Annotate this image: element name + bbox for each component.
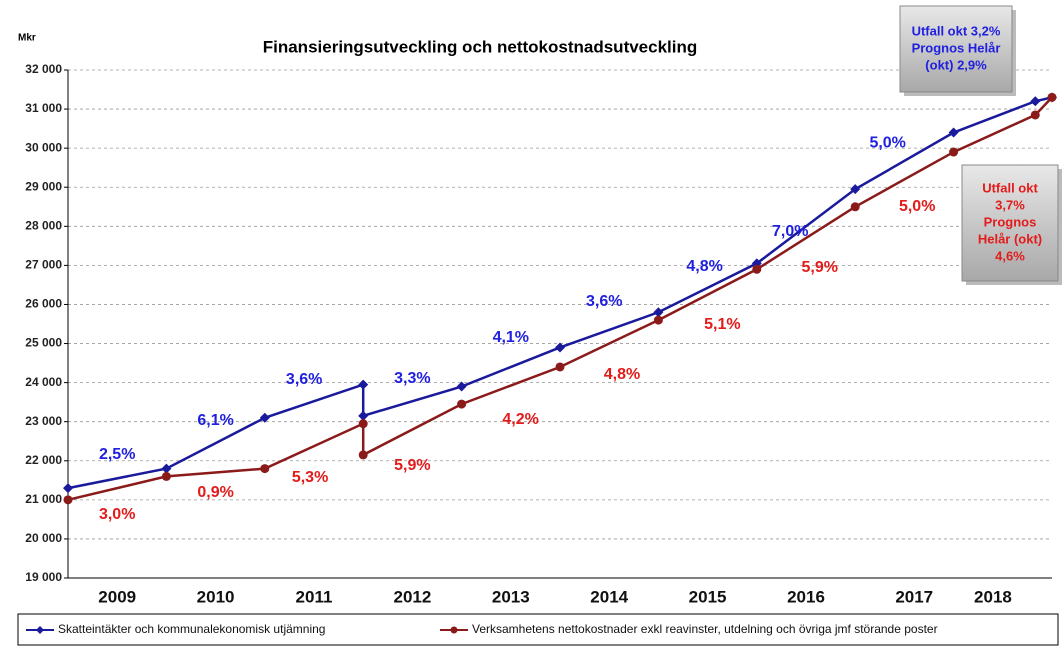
point: [850, 184, 861, 195]
callout-text: 3,7%: [995, 197, 1025, 212]
data-annotation: 3,6%: [586, 293, 622, 310]
y-tick-label: 26 000: [25, 297, 62, 311]
point: [1047, 92, 1057, 102]
y-tick-label: 30 000: [25, 140, 62, 154]
x-tick-label: 2012: [393, 587, 431, 606]
legend-label: Verksamhetens nettokostnader exkl reavin…: [472, 622, 938, 636]
y-tick-label: 27 000: [25, 258, 62, 272]
series-line: [67, 96, 1053, 502]
point: [358, 419, 368, 429]
point: [457, 399, 467, 409]
x-tick-label: 2013: [492, 587, 530, 606]
legend-frame: [17, 613, 1059, 646]
y-tick-label: 32 000: [25, 62, 62, 76]
point: [63, 483, 73, 494]
data-annotation: 3,3%: [394, 370, 430, 387]
point: [161, 471, 171, 481]
y-tick-label: 21 000: [25, 492, 62, 506]
y-axis-label: Mkr: [18, 33, 36, 44]
data-annotation: 4,8%: [686, 258, 722, 275]
point: [555, 362, 565, 372]
callout-text: Utfall okt 3,2%: [912, 23, 1001, 38]
data-annotation: 7,0%: [772, 223, 808, 240]
chart-title: Finansieringsutveckling och nettokostnad…: [263, 37, 698, 56]
x-tick-label: 2015: [689, 587, 727, 606]
data-annotation: 5,1%: [704, 316, 740, 333]
data-annotation: 6,1%: [197, 412, 233, 429]
data-annotation: 4,1%: [493, 329, 529, 346]
y-tick-label: 28 000: [25, 218, 62, 232]
y-tick-label: 19 000: [25, 570, 62, 584]
point: [850, 202, 860, 212]
data-annotation: 4,2%: [502, 411, 538, 428]
series-line: [67, 96, 1053, 490]
data-annotation: 0,9%: [197, 484, 233, 501]
y-tick-label: 22 000: [25, 453, 62, 467]
point: [555, 342, 565, 353]
point: [752, 264, 762, 274]
point: [358, 410, 369, 421]
data-annotation: 5,3%: [292, 469, 328, 486]
x-tick-label: 2016: [787, 587, 825, 606]
point: [358, 450, 368, 460]
x-tick-label: 2018: [974, 587, 1012, 606]
callout-text: 4,6%: [995, 248, 1025, 263]
data-annotation: 5,9%: [394, 457, 430, 474]
data-annotation: 5,0%: [869, 134, 905, 151]
callout-box: [961, 164, 1059, 282]
y-tick-label: 29 000: [25, 179, 62, 193]
callout-box: [899, 5, 1013, 93]
point: [260, 464, 270, 474]
y-tick-label: 20 000: [25, 531, 62, 545]
y-tick-label: 25 000: [25, 336, 62, 350]
point: [1030, 110, 1040, 120]
point: [456, 381, 467, 392]
point: [948, 127, 959, 138]
callout-text: Prognos: [984, 214, 1037, 229]
x-tick-label: 2009: [98, 587, 136, 606]
x-tick-label: 2014: [590, 587, 628, 606]
y-tick-label: 24 000: [25, 375, 62, 389]
data-annotation: 3,6%: [286, 371, 322, 388]
data-annotation: 3,0%: [99, 506, 135, 523]
callout-text: (okt) 2,9%: [925, 57, 987, 72]
data-annotation: 5,9%: [802, 259, 838, 276]
point: [63, 495, 73, 505]
data-annotation: 5,0%: [899, 198, 935, 215]
callout-text: Utfall okt: [982, 180, 1038, 195]
legend-marker: [36, 626, 44, 634]
point: [259, 412, 270, 423]
x-tick-label: 2010: [197, 587, 235, 606]
point: [1030, 96, 1041, 107]
legend-marker: [450, 626, 458, 634]
callout-text: Prognos Helår: [912, 40, 1001, 55]
y-tick-label: 23 000: [25, 414, 62, 428]
point: [161, 463, 172, 474]
point: [653, 315, 663, 325]
point: [358, 379, 369, 390]
y-tick-label: 31 000: [25, 101, 62, 115]
legend-label: Skatteintäkter och kommunalekonomisk utj…: [58, 622, 325, 636]
x-tick-label: 2017: [895, 587, 933, 606]
data-annotation: 2,5%: [99, 446, 135, 463]
callout-text: Helår (okt): [978, 231, 1042, 246]
x-tick-label: 2011: [296, 587, 333, 606]
point: [653, 307, 664, 318]
data-annotation: 4,8%: [604, 366, 640, 383]
point: [949, 147, 959, 157]
